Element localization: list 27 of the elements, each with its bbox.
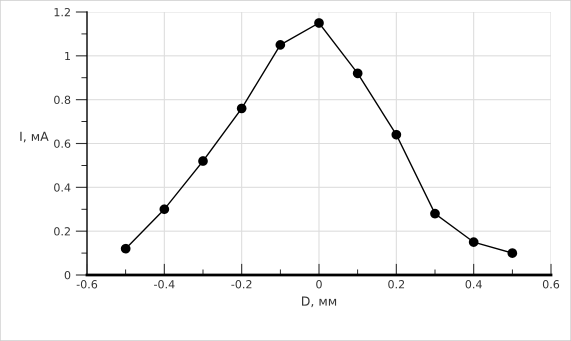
y-tick-label: 0.8 [54,96,70,104]
x-tick-label: -0.6 [76,280,98,288]
y-tick-label: 0.2 [54,227,70,236]
point [159,204,170,214]
point [391,130,402,140]
point [236,104,247,114]
point [120,244,131,254]
y-tick-label: 1 [65,52,70,60]
y-tick-label: 0.6 [54,139,70,148]
point [314,18,324,28]
point [507,248,518,258]
y-axis-title: I, мА [20,132,49,142]
y-tick-label: 0.4 [54,183,70,192]
x-tick-label: 0 [316,280,322,288]
point [352,68,363,78]
point [198,156,208,166]
point [468,237,479,247]
point [275,40,286,50]
x-tick-label: 0.2 [388,280,404,288]
y-tick-label: 0 [64,270,70,280]
y-tick-label: 1.2 [54,8,70,16]
x-tick-label: 0.4 [466,280,482,288]
point [430,208,440,218]
x-tick-label: -0.4 [154,280,175,288]
x-tick-label: -0.2 [231,280,252,288]
x-tick-label: 0.6 [542,280,560,288]
x-axis-title: D, мм [302,296,336,308]
